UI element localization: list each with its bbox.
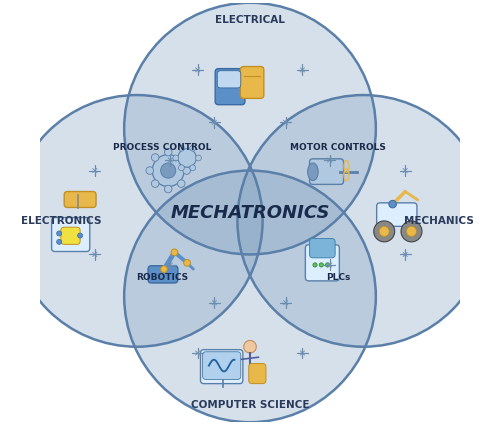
Circle shape	[146, 167, 154, 174]
FancyBboxPatch shape	[310, 159, 344, 184]
Circle shape	[244, 340, 256, 353]
Circle shape	[124, 3, 376, 255]
Circle shape	[313, 263, 317, 267]
FancyBboxPatch shape	[240, 67, 264, 99]
Circle shape	[56, 239, 62, 244]
Circle shape	[326, 263, 330, 267]
Circle shape	[178, 165, 184, 171]
Circle shape	[173, 155, 178, 161]
Circle shape	[178, 149, 197, 167]
FancyBboxPatch shape	[218, 71, 241, 88]
Circle shape	[164, 185, 172, 193]
FancyBboxPatch shape	[215, 68, 245, 105]
Text: MOTOR CONTROLS: MOTOR CONTROLS	[290, 143, 386, 152]
Ellipse shape	[308, 163, 318, 181]
FancyBboxPatch shape	[52, 218, 90, 252]
Text: PROCESS CONTROL: PROCESS CONTROL	[112, 143, 211, 152]
Circle shape	[406, 227, 416, 236]
Circle shape	[56, 231, 62, 236]
Circle shape	[379, 227, 390, 236]
FancyBboxPatch shape	[64, 192, 96, 207]
Text: ROBOTICS: ROBOTICS	[136, 273, 188, 282]
FancyBboxPatch shape	[310, 238, 335, 258]
Circle shape	[401, 221, 422, 242]
Text: MECHATRONICS: MECHATRONICS	[170, 204, 330, 221]
Text: PLCs: PLCs	[326, 273, 350, 282]
Circle shape	[184, 260, 190, 266]
Circle shape	[389, 200, 396, 208]
Circle shape	[196, 155, 202, 161]
Circle shape	[374, 221, 394, 242]
FancyBboxPatch shape	[376, 203, 417, 227]
Text: COMPUTER SCIENCE: COMPUTER SCIENCE	[191, 400, 309, 411]
Circle shape	[319, 263, 324, 267]
FancyBboxPatch shape	[248, 363, 266, 384]
Circle shape	[11, 95, 262, 347]
Circle shape	[178, 154, 185, 161]
Circle shape	[78, 233, 82, 238]
FancyBboxPatch shape	[200, 350, 243, 384]
Circle shape	[190, 145, 196, 151]
Circle shape	[124, 170, 376, 422]
Circle shape	[152, 180, 159, 187]
FancyBboxPatch shape	[61, 227, 80, 244]
FancyBboxPatch shape	[306, 245, 340, 281]
Circle shape	[183, 167, 190, 174]
Circle shape	[160, 266, 168, 272]
Circle shape	[160, 163, 176, 178]
Circle shape	[190, 165, 196, 171]
Circle shape	[178, 145, 184, 151]
Text: ELECTRICAL: ELECTRICAL	[215, 14, 285, 25]
Circle shape	[164, 148, 172, 156]
Circle shape	[152, 154, 159, 161]
Circle shape	[178, 180, 185, 187]
FancyBboxPatch shape	[148, 266, 178, 283]
Text: MECHANICS: MECHANICS	[404, 216, 473, 226]
FancyBboxPatch shape	[202, 352, 241, 380]
Circle shape	[171, 249, 178, 256]
Circle shape	[152, 155, 184, 187]
Circle shape	[238, 95, 489, 347]
Text: ELECTRONICS: ELECTRONICS	[21, 216, 102, 226]
